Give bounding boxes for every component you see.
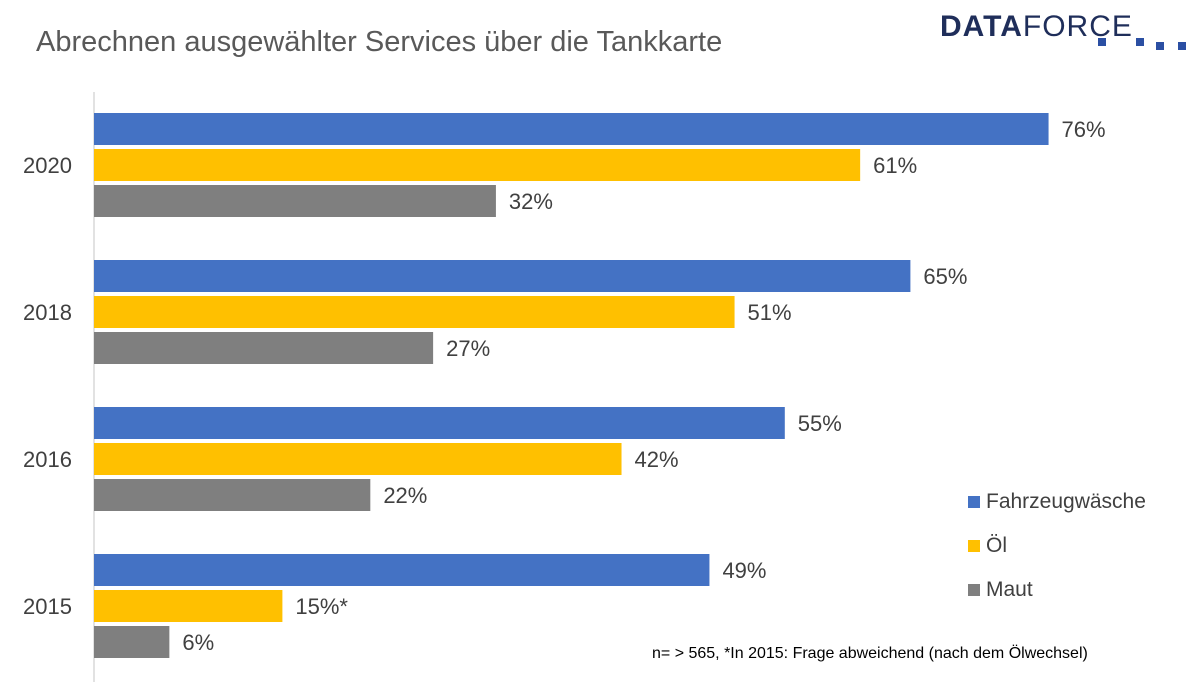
data-label-2015-2: 6% <box>182 630 214 655</box>
legend-label: Öl <box>986 534 1007 557</box>
category-label-2015: 2015 <box>23 594 72 619</box>
bar-2015-0 <box>94 554 710 586</box>
legend-swatch <box>968 540 980 552</box>
legend-item-oel: Öl <box>968 524 1146 568</box>
data-label-2015-1: 15%* <box>295 594 348 619</box>
legend-swatch <box>968 584 980 596</box>
bar-2016-1 <box>94 443 622 475</box>
data-label-2018-2: 27% <box>446 336 490 361</box>
chart-title: Abrechnen ausgewählter Services über die… <box>36 26 723 58</box>
data-label-2020-2: 32% <box>509 189 553 214</box>
bar-2018-0 <box>94 260 911 292</box>
bar-2018-2 <box>94 332 434 364</box>
bar-2016-0 <box>94 407 785 439</box>
bar-2020-2 <box>94 185 496 217</box>
bar-2016-2 <box>94 479 371 511</box>
data-label-2016-1: 42% <box>635 447 679 472</box>
bar-2020-1 <box>94 149 861 181</box>
legend-label: Maut <box>986 578 1033 601</box>
logo-bold-text: DATA <box>940 10 1023 43</box>
chart-legend: Fahrzeugwäsche Öl Maut <box>968 480 1146 612</box>
data-label-2016-2: 22% <box>383 483 427 508</box>
bar-2015-1 <box>94 590 283 622</box>
data-label-2020-1: 61% <box>873 153 917 178</box>
logo-dots-icon <box>1098 38 1188 50</box>
data-label-2016-0: 55% <box>798 411 842 436</box>
legend-swatch <box>968 496 980 508</box>
category-label-2020: 2020 <box>23 153 72 178</box>
data-label-2020-0: 76% <box>1062 117 1106 142</box>
data-label-2018-1: 51% <box>748 300 792 325</box>
legend-label: Fahrzeugwäsche <box>986 490 1146 513</box>
bar-2015-2 <box>94 626 170 658</box>
legend-item-maut: Maut <box>968 568 1146 612</box>
bar-2018-1 <box>94 296 735 328</box>
data-label-2015-0: 49% <box>722 558 766 583</box>
dataforce-logo: DATAFORCE <box>940 10 1190 55</box>
bar-2020-0 <box>94 113 1049 145</box>
category-label-2016: 2016 <box>23 447 72 472</box>
legend-item-fahrzeugwaesche: Fahrzeugwäsche <box>968 480 1146 524</box>
category-label-2018: 2018 <box>23 300 72 325</box>
logo-light-text: FORCE <box>1022 10 1133 43</box>
data-label-2018-0: 65% <box>923 264 967 289</box>
footnote: n= > 565, *In 2015: Frage abweichend (na… <box>652 645 1088 662</box>
